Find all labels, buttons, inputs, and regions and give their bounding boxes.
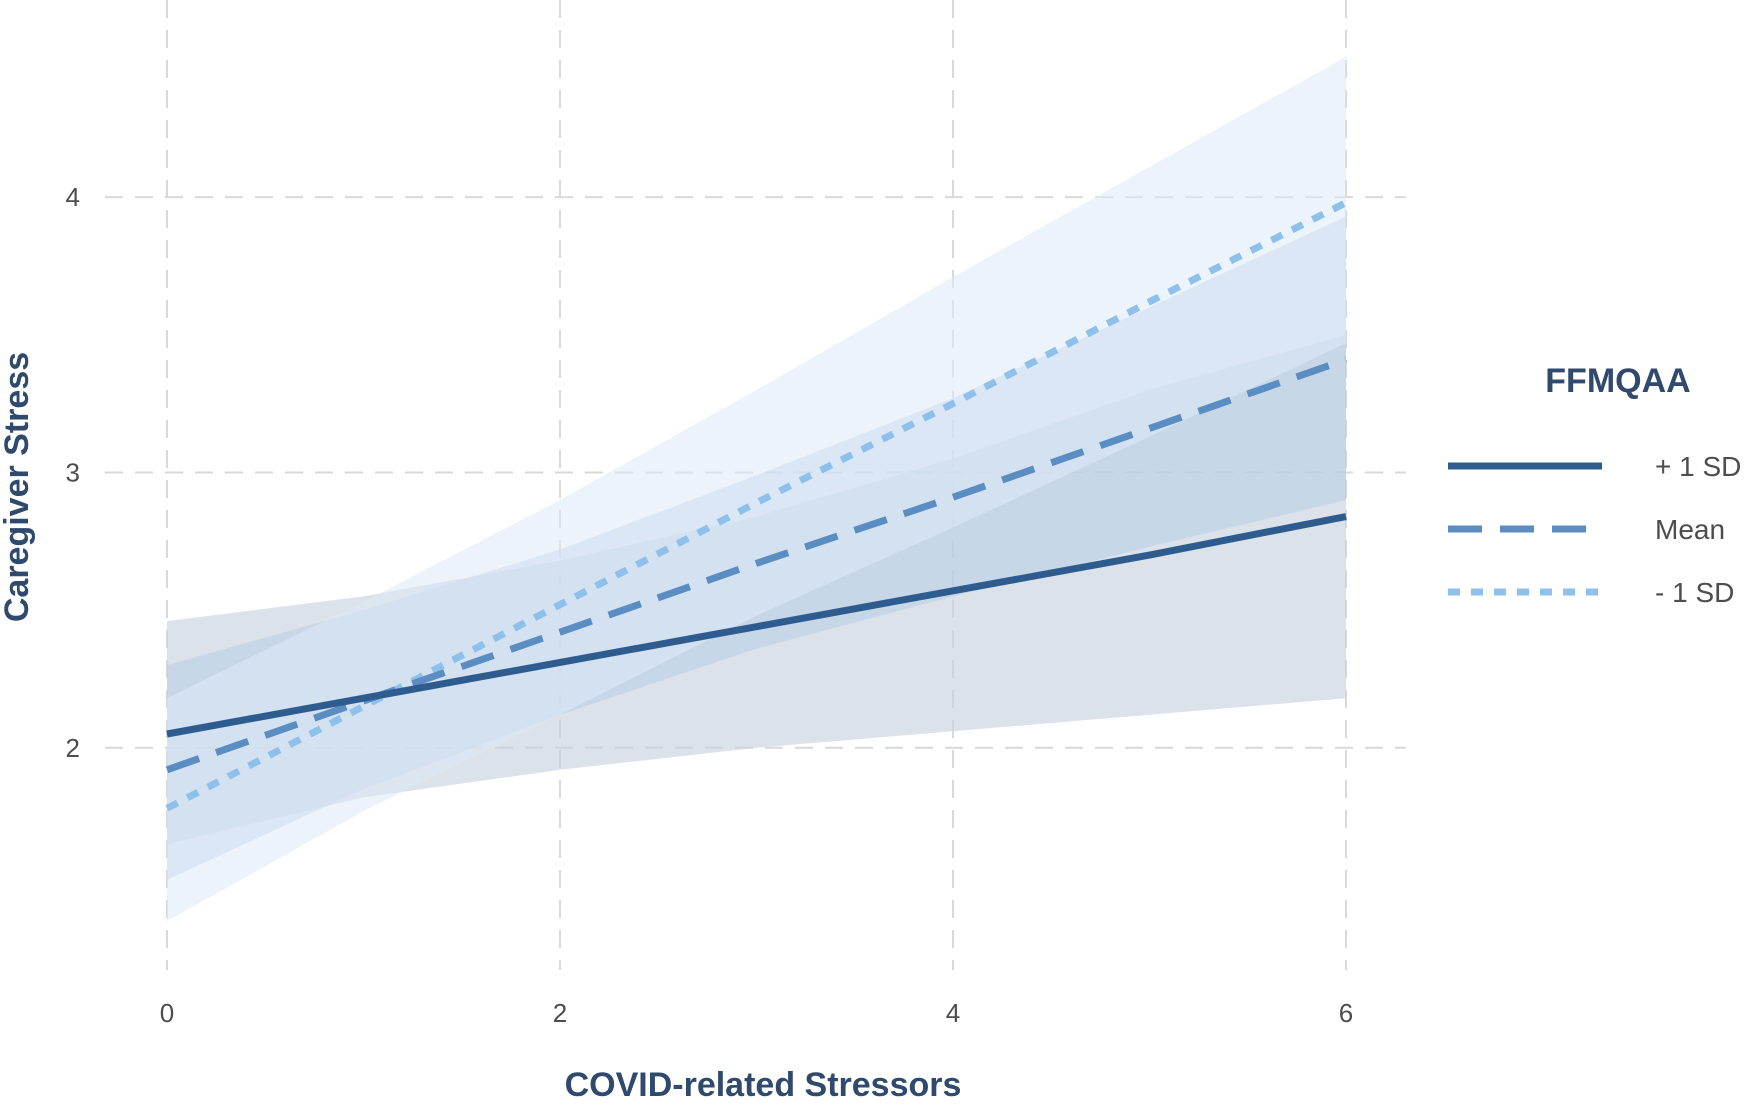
legend-title: FFMQAA — [1545, 362, 1690, 400]
x-tick-label: 6 — [1339, 998, 1353, 1028]
x-axis-title: COVID-related Stressors — [565, 1066, 962, 1104]
y-tick-label: 4 — [66, 182, 80, 212]
y-axis-ticks: 2 3 4 — [66, 182, 80, 763]
x-tick-label: 0 — [160, 998, 174, 1028]
y-tick-label: 2 — [66, 733, 80, 763]
series-line-1-sd — [165, 199, 1348, 812]
legend-label: Mean — [1655, 514, 1725, 545]
x-tick-label: 2 — [553, 998, 567, 1028]
y-axis-title: Caregiver Stress — [0, 352, 36, 622]
legend-label: - 1 SD — [1655, 577, 1734, 608]
confidence-bands — [167, 56, 1346, 922]
series-line-1-sd — [166, 513, 1347, 738]
series-lines — [165, 199, 1348, 812]
legend-items: + 1 SD Mean - 1 SD — [1448, 451, 1741, 608]
legend-label: + 1 SD — [1655, 451, 1741, 482]
legend: FFMQAA + 1 SD Mean - 1 SD — [1448, 362, 1741, 608]
x-tick-label: 4 — [946, 998, 960, 1028]
ci-band-1-sd — [167, 56, 1346, 922]
x-axis-ticks: 0 2 4 6 — [160, 998, 1353, 1028]
y-tick-label: 3 — [66, 457, 80, 487]
